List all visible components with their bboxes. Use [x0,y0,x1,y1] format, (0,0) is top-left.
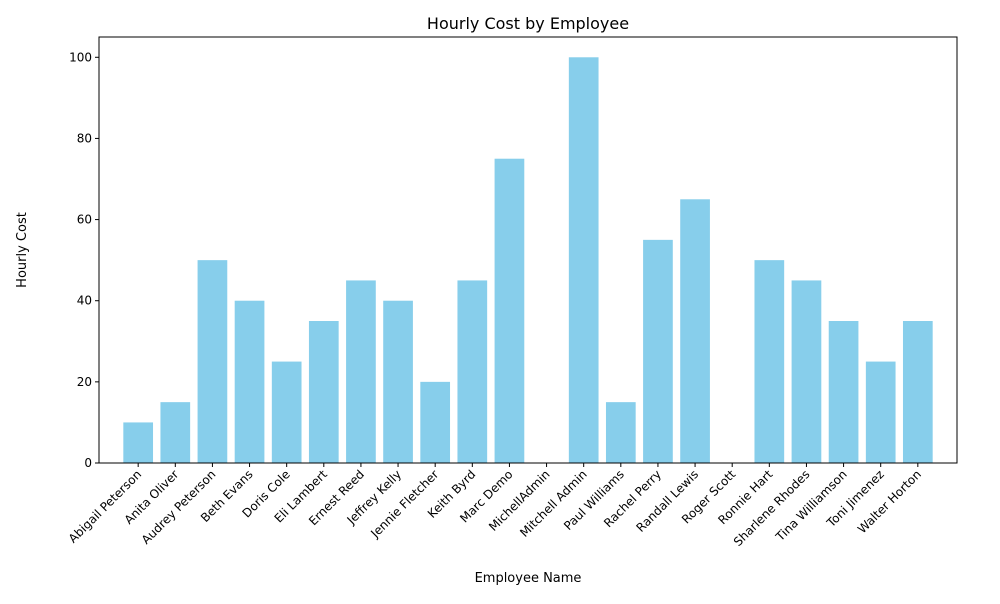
y-axis-label: Hourly Cost [15,212,30,288]
bar [197,260,228,463]
bar [680,199,710,464]
bar [902,321,933,463]
plot-frame [98,36,958,464]
y-tick-label: 100 [69,50,92,64]
x-tick-label: Mitchell Admin [517,467,590,540]
bar [308,321,339,463]
y-tick-label: 60 [77,213,92,227]
bar [791,280,822,463]
y-axis: 0 20 40 60 80 100 [69,50,99,470]
bar [605,402,636,463]
bar [420,381,451,463]
bar [271,361,302,463]
x-axis-label: Employee Name [475,571,582,586]
bar [234,300,265,463]
bar [568,57,599,464]
bar [457,280,488,463]
bar [383,300,413,463]
bar [828,321,859,463]
bars-group [123,57,933,464]
bar [123,422,154,463]
bar [494,158,525,463]
bar [865,361,896,463]
bar [160,402,191,463]
bar [643,239,673,463]
y-tick-label: 40 [77,294,92,308]
y-tick-label: 20 [77,375,92,389]
chart-title: Hourly Cost by Employee [427,14,629,33]
bar [346,280,376,463]
y-tick-label: 80 [77,131,92,145]
y-tick-label: 0 [84,456,92,470]
bar [754,260,785,463]
